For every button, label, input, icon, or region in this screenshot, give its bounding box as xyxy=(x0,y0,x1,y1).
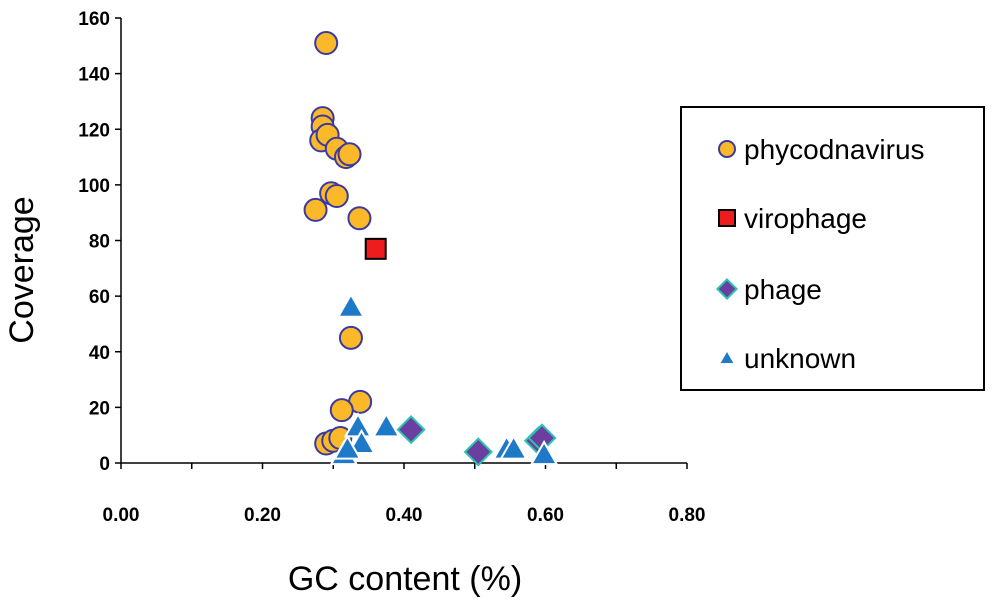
unknown-point xyxy=(371,412,401,438)
y-tick-label: 0 xyxy=(99,454,110,475)
phage-point xyxy=(463,437,493,467)
phycodnavirus-point xyxy=(324,184,349,208)
y-tick-label: 100 xyxy=(78,176,110,197)
virophage-point xyxy=(364,237,387,260)
axes xyxy=(120,18,687,464)
unknown-point xyxy=(336,292,366,318)
y-tick-label: 120 xyxy=(78,120,110,141)
y-axis-title: Coverage xyxy=(3,196,41,343)
legend-marker-virophage xyxy=(718,209,736,227)
legend-marker-phage xyxy=(715,277,739,301)
series-phycodnavirus xyxy=(303,31,373,456)
legend-label-virophage: virophage xyxy=(744,203,867,234)
legend-box xyxy=(680,106,985,391)
x-ticks: 0.00 0.20 0.40 0.60 0.80 xyxy=(103,463,706,526)
series-phage xyxy=(396,415,557,467)
data-points xyxy=(303,31,559,467)
phage-point xyxy=(396,415,426,445)
phycodnavirus-point xyxy=(338,325,363,350)
phycodnavirus-point xyxy=(337,142,362,167)
legend-label-phage: phage xyxy=(744,274,822,305)
y-tick-label: 160 xyxy=(78,9,110,30)
series-unknown xyxy=(329,292,559,466)
y-ticks: 0 20 40 60 80 100 120 140 160 xyxy=(78,9,121,475)
series-virophage xyxy=(364,237,387,260)
x-tick-label: 0.80 xyxy=(669,505,706,526)
y-tick-label: 140 xyxy=(78,65,110,86)
unknown-point xyxy=(529,439,559,466)
x-axis-title: GC content (%) xyxy=(288,560,522,598)
unknown-point xyxy=(347,428,376,455)
x-tick-label: 0.00 xyxy=(103,505,140,526)
phycodnavirus-point xyxy=(314,31,339,56)
legend-label-phycodnavirus: phycodnavirus xyxy=(744,134,925,165)
unknown-point xyxy=(499,434,529,460)
phycodnavirus-point xyxy=(347,206,372,231)
legend-marker-unknown xyxy=(717,347,737,366)
unknown-point xyxy=(333,434,362,460)
x-tick-label: 0.20 xyxy=(244,505,281,526)
y-tick-label: 40 xyxy=(89,343,110,364)
x-tick-label: 0.60 xyxy=(527,505,564,526)
phycodnavirus-point xyxy=(329,398,354,423)
y-tick-label: 20 xyxy=(89,398,110,419)
phycodnavirus-point xyxy=(303,197,328,222)
y-tick-label: 60 xyxy=(89,287,110,308)
legend-label-unknown: unknown xyxy=(744,343,856,374)
legend-marker-phycodnavirus xyxy=(718,140,736,158)
legend: phycodnavirus virophage phage unknown xyxy=(680,106,985,391)
x-tick-label: 0.40 xyxy=(386,505,423,526)
y-tick-label: 80 xyxy=(89,232,110,253)
